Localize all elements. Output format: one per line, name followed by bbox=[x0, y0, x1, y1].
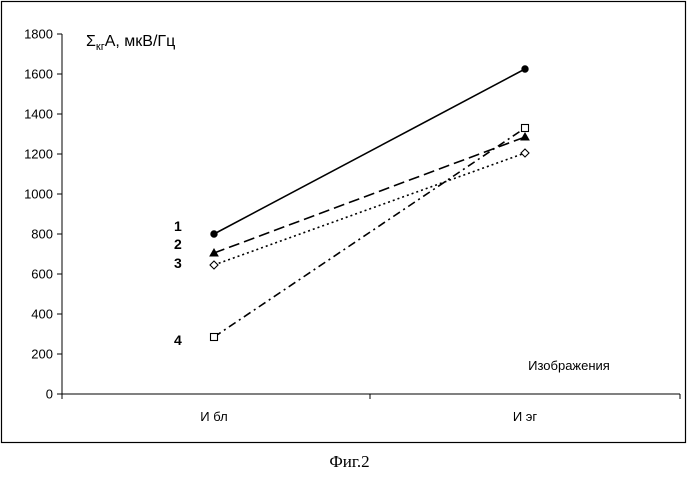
chart-frame bbox=[2, 2, 686, 443]
series-label-1: 1 bbox=[174, 218, 182, 234]
y-tick-label: 0 bbox=[46, 387, 53, 402]
y-tick-label: 1400 bbox=[24, 107, 53, 122]
y-tick-label: 1200 bbox=[24, 147, 53, 162]
y-tick-label: 1800 bbox=[24, 27, 53, 42]
y-axis-label-subscript: кг bbox=[96, 41, 105, 53]
y-tick-label: 1600 bbox=[24, 67, 53, 82]
series-label-4: 4 bbox=[174, 332, 182, 348]
y-tick-label: 200 bbox=[31, 347, 53, 362]
annotation-label: Изображения bbox=[528, 358, 610, 373]
y-tick-label: 400 bbox=[31, 307, 53, 322]
data-point-series-1-0 bbox=[211, 231, 217, 237]
y-tick-label: 800 bbox=[31, 227, 53, 242]
y-axis-label-unit: А, мкВ/Гц bbox=[105, 33, 176, 50]
y-axis-label-sigma: Σ bbox=[86, 33, 96, 50]
data-point-series-4-0 bbox=[211, 334, 218, 341]
figure-caption: Фиг.2 bbox=[0, 452, 699, 472]
data-point-series-4-1 bbox=[522, 125, 529, 132]
x-tick-label: И эг bbox=[513, 409, 538, 424]
series-label-3: 3 bbox=[174, 255, 182, 271]
data-point-series-1-1 bbox=[522, 66, 528, 72]
y-tick-label: 600 bbox=[31, 267, 53, 282]
series-label-2: 2 bbox=[174, 236, 182, 252]
y-tick-label: 1000 bbox=[24, 187, 53, 202]
x-tick-label: И бл bbox=[200, 409, 227, 424]
